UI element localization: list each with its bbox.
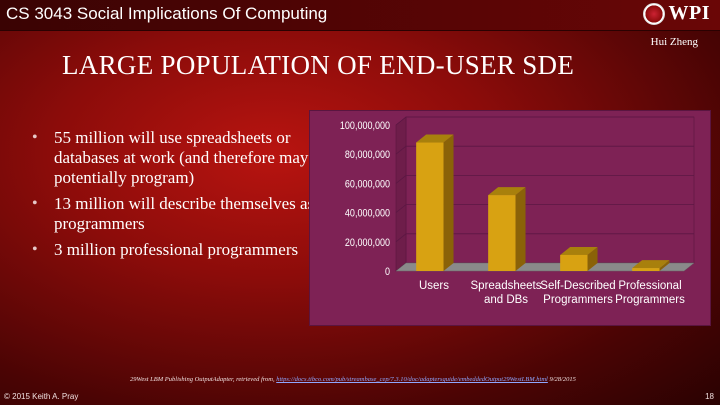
- gridline: [395, 145, 694, 155]
- page-number: 18: [705, 392, 714, 401]
- x-tick-label: Spreadsheets: [471, 280, 542, 292]
- x-tick-label: Self-Described: [540, 280, 615, 292]
- gridline: [395, 116, 694, 126]
- bar-chart: 0 20,000,000 40,000,000 60,000,000 80,000,00…: [340, 116, 695, 306]
- chart-floor: [395, 262, 695, 272]
- x-tick-label: and DBs: [484, 294, 528, 306]
- bar-top: [632, 260, 670, 269]
- y-tick-label: 20,000,000: [345, 237, 390, 249]
- x-tick-label: Programmers: [615, 294, 685, 306]
- y-tick-label: 0: [385, 266, 390, 278]
- y-tick-label: 80,000,000: [345, 149, 390, 161]
- bar: [488, 195, 516, 271]
- bar-top: [560, 246, 598, 255]
- y-tick-label: 40,000,000: [345, 208, 390, 220]
- source-footnote: 29West LBM Publishing OutputAdapter, ret…: [130, 376, 720, 383]
- bar: [416, 142, 444, 271]
- course-title: CS 3043 Social Implications Of Computing: [6, 4, 328, 23]
- bullet-list: 55 million will use spreadsheets or data…: [32, 128, 322, 266]
- y-tick-label: 60,000,000: [345, 179, 390, 191]
- bar-side: [587, 246, 598, 271]
- bar-top: [488, 187, 526, 196]
- bar: [560, 254, 588, 271]
- bar-side: [443, 134, 454, 271]
- bullet-item: 55 million will use spreadsheets or data…: [32, 128, 322, 188]
- source-date: 9/28/2015: [547, 376, 576, 383]
- wpi-seal-icon: [642, 2, 665, 25]
- wpi-logo: WPI: [642, 2, 711, 25]
- chart-panel: 0 20,000,000 40,000,000 60,000,000 80,000,00…: [309, 110, 711, 326]
- source-link[interactable]: https://docs.tibco.com/pub/streambase_ce…: [276, 376, 548, 383]
- gridline: [395, 233, 694, 243]
- bullet-item: 3 million professional programmers: [32, 240, 322, 260]
- bar-top: [416, 134, 454, 143]
- bullet-item: 13 million will describe themselves as p…: [32, 194, 322, 234]
- chart-side-wall: [395, 116, 407, 272]
- source-prefix: 29West LBM Publishing OutputAdapter, ret…: [130, 376, 277, 383]
- copyright: © 2015 Keith A. Pray: [4, 392, 79, 401]
- bar-side: [515, 187, 526, 271]
- x-tick-label: Programmers: [543, 294, 613, 306]
- x-tick-label: Users: [419, 280, 449, 292]
- header-bar: CS 3043 Social Implications Of Computing…: [0, 0, 720, 31]
- gridline: [395, 204, 694, 213]
- bar-side: [659, 260, 670, 271]
- slide-title: LARGE POPULATION OF END-USER SDE: [62, 50, 575, 80]
- y-tick-label: 100,000,000: [340, 120, 390, 132]
- bar: [632, 268, 660, 271]
- author-name: Hui Zheng: [650, 36, 698, 48]
- x-tick-label: Professional: [618, 280, 681, 292]
- gridline: [395, 175, 694, 184]
- logo-text: WPI: [668, 2, 710, 24]
